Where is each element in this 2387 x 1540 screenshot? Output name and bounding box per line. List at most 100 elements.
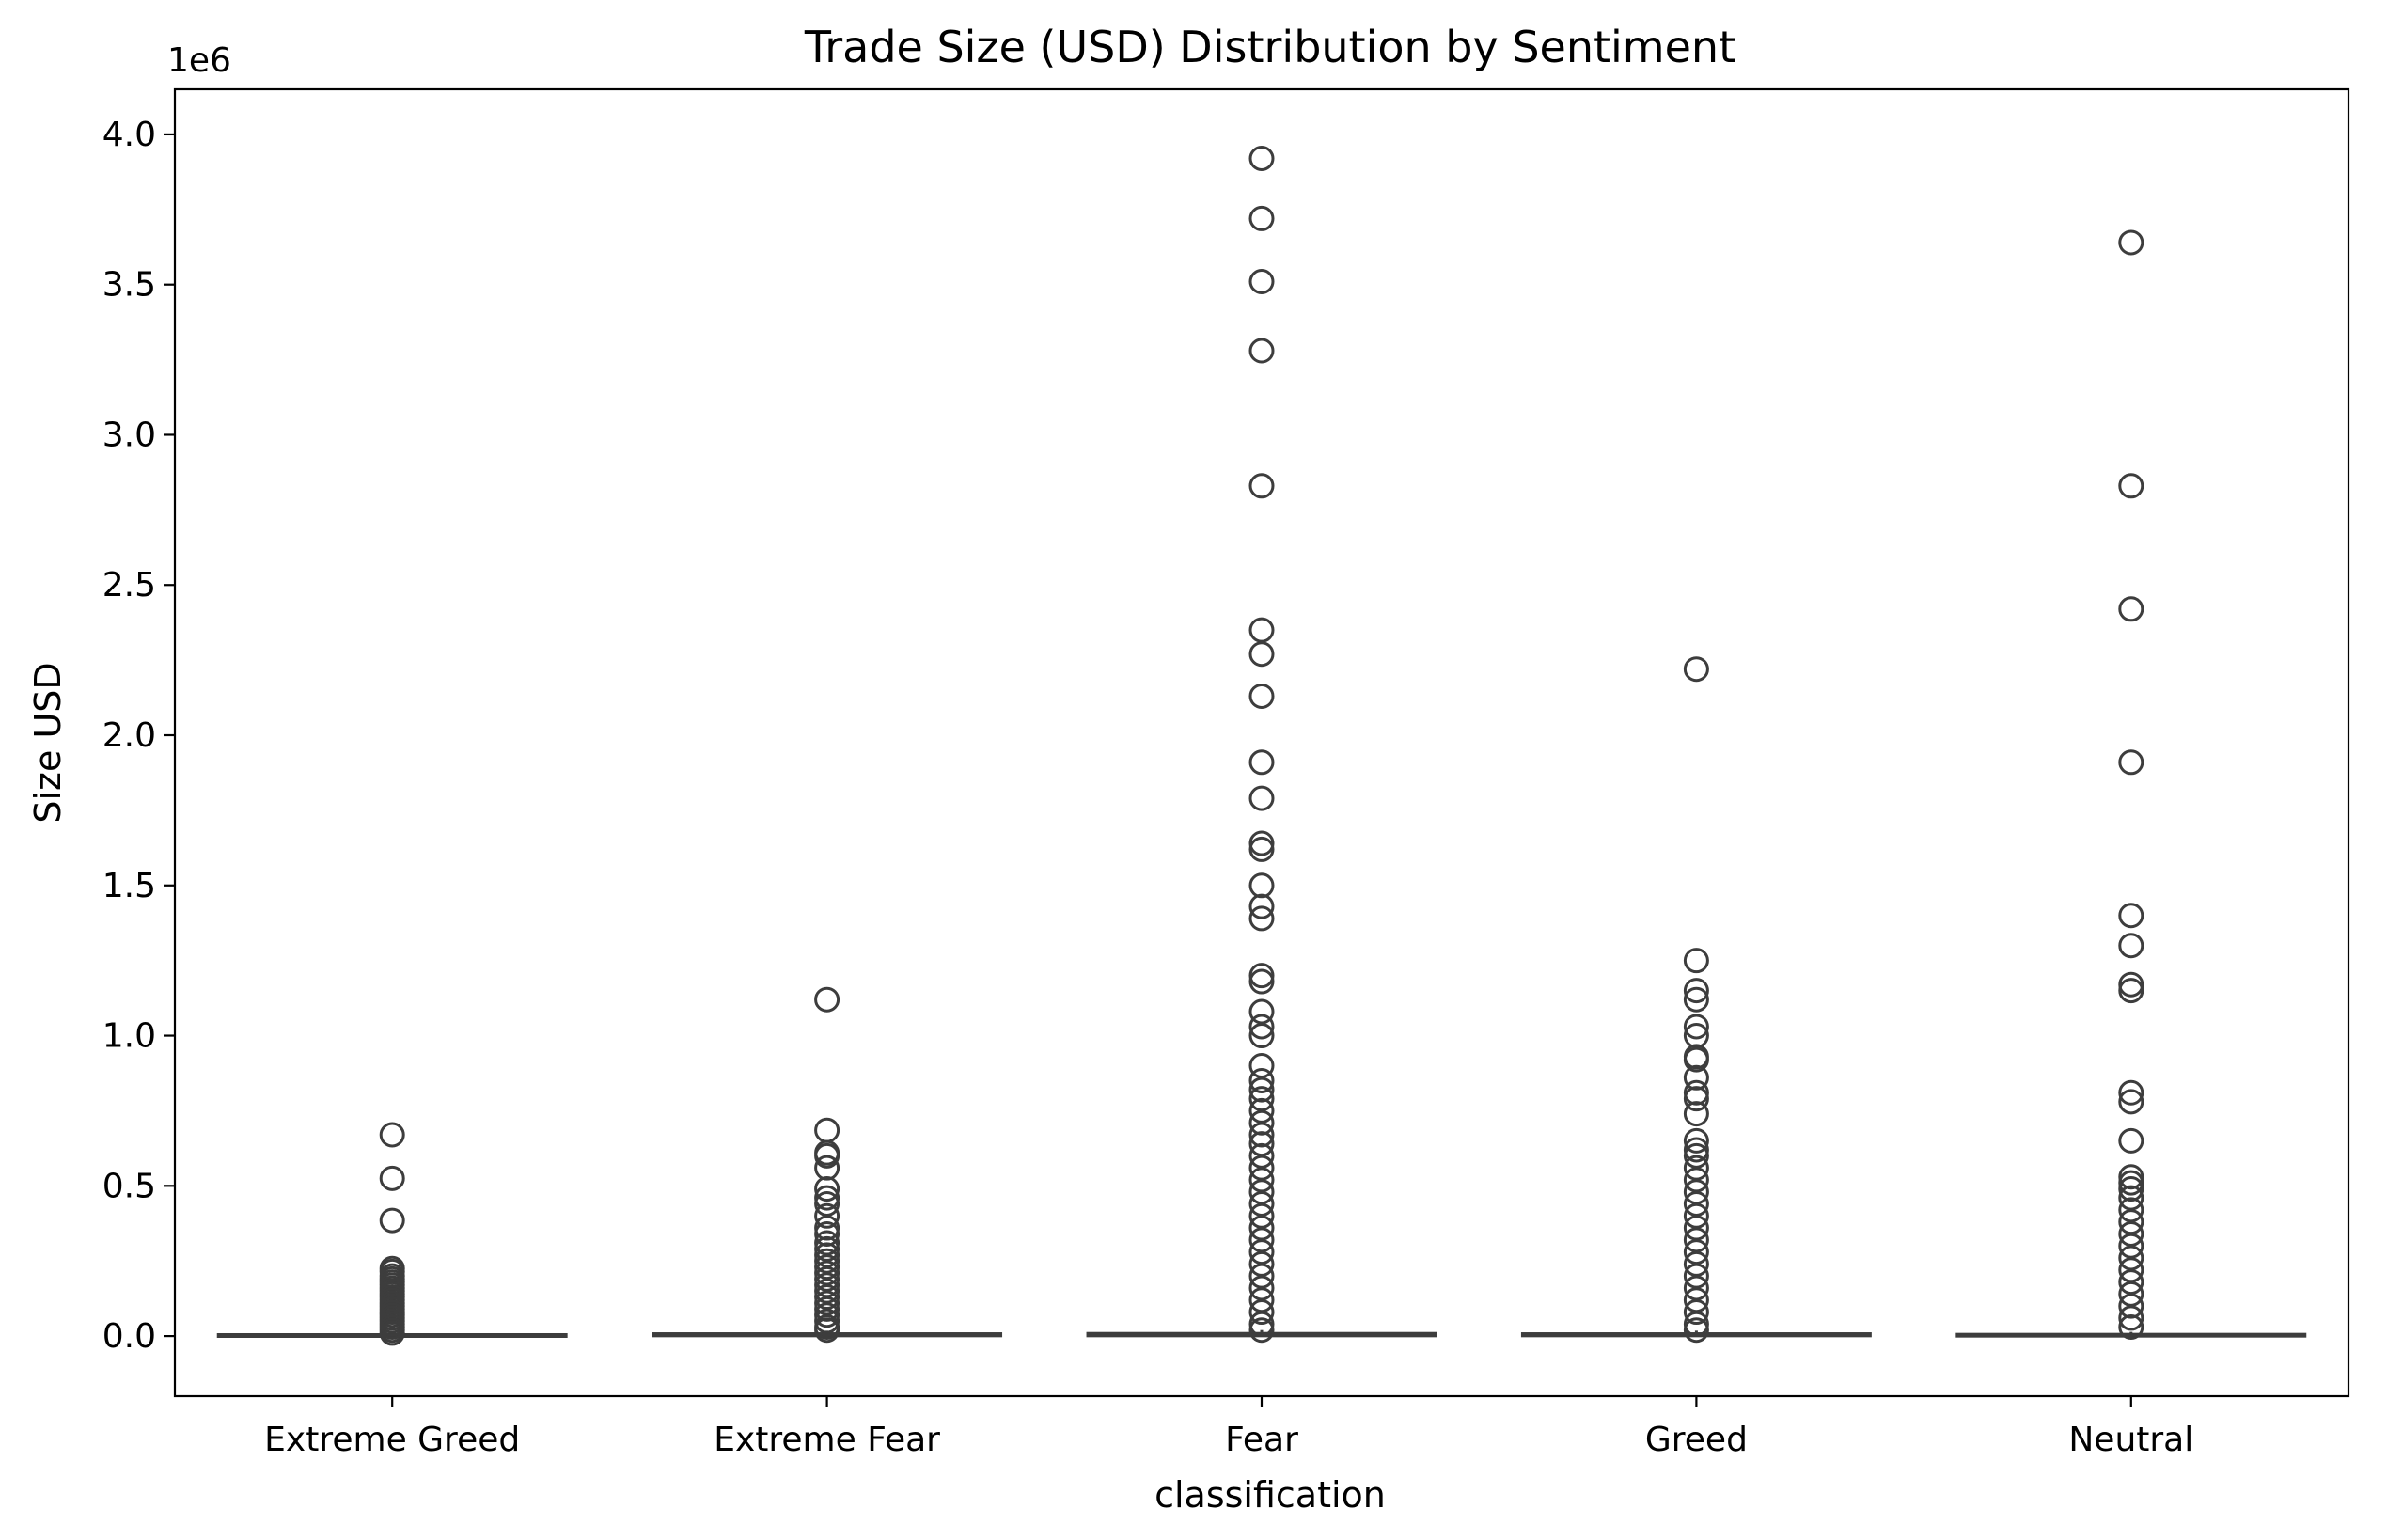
outlier-point [1248,1097,1275,1124]
outlier-point [1248,473,1275,499]
outlier-point [2118,229,2144,256]
outlier-point [2118,1170,2144,1196]
outlier-point [1683,1127,1709,1154]
outlier-point [1248,872,1275,899]
outlier-point [814,1230,840,1256]
outlier-point [814,1142,840,1169]
outlier-point [1683,978,1709,1004]
outlier-point [814,1235,840,1262]
outlier-point [1248,145,1275,171]
x-tick-label: Fear [1225,1421,1298,1459]
outlier-point [1248,1067,1275,1093]
outlier-point [1248,1317,1275,1344]
outlier-point [2118,1281,2144,1307]
outlier-point [2118,749,2144,776]
outlier-point [1683,1215,1709,1241]
y-axis: 0.0 0.5 1.0 1.5 2.0 2.5 3.0 3.5 4.0 [102,116,175,1356]
outlier-point [2118,1220,2144,1247]
outlier-point [1683,1275,1709,1301]
outlier-point [814,1278,840,1304]
outlier-point [814,1220,840,1247]
outlier-point [2118,1127,2144,1154]
x-tick-label: Extreme Greed [264,1421,520,1459]
outlier-point [814,1272,840,1298]
x-axis-label: classification [1154,1474,1386,1516]
y-tick-label: 4.0 [102,116,156,154]
outlier-point [814,1117,840,1143]
outlier-point [1248,1250,1275,1277]
outlier-point [2118,1176,2144,1202]
outlier-point [1683,1155,1709,1181]
outlier-point [1683,1202,1709,1229]
box-group [216,1122,568,1346]
outlier-point [1683,1142,1709,1169]
outlier-point [1248,1239,1275,1265]
y-tick-label: 1.0 [102,1017,156,1056]
outlier-point [1248,1179,1275,1205]
box-group [1955,229,2307,1341]
outlier-point [1248,1053,1275,1079]
outlier-point [1248,998,1275,1025]
outlier-point [814,1202,840,1229]
outlier-point [814,1296,840,1322]
outlier-point [814,1254,840,1281]
x-tick-label: Neutral [2068,1421,2193,1459]
outlier-point [814,1176,840,1202]
outlier-point [2118,903,2144,929]
outlier-point [1248,1086,1275,1112]
outlier-point [2118,1269,2144,1296]
outlier-point [1248,1131,1275,1157]
outlier-point [814,1248,840,1274]
outlier-point [1683,1064,1709,1091]
outlier-point [1248,1023,1275,1049]
outlier-point [1683,1190,1709,1217]
outlier-point [1248,905,1275,932]
outlier-point [1248,1215,1275,1241]
outlier-point [379,1320,405,1346]
outlier-point [1248,683,1275,709]
outlier-point [2118,596,2144,622]
outlier-point [814,1155,840,1181]
outlier-point [2118,1245,2144,1271]
outlier-point [1683,656,1709,683]
outlier-point [1248,1142,1275,1169]
outlier-point [1248,1076,1275,1103]
outlier-point [2118,1257,2144,1283]
outlier-point [2118,971,2144,998]
outlier-point [1683,986,1709,1013]
outlier-point [1248,1190,1275,1217]
outlier-point [1683,1227,1709,1253]
outlier-point [814,1317,840,1344]
outlier-point [2118,1089,2144,1115]
y-axis-label: Size USD [27,662,69,823]
outlier-point [2118,1079,2144,1106]
outlier-point [379,1207,405,1234]
outlier-point [814,1290,840,1316]
outlier-point [1248,1263,1275,1289]
outlier-point [1248,893,1275,919]
outlier-point [1683,1079,1709,1106]
outlier-point [1248,836,1275,862]
outlier-point [1248,1122,1275,1148]
outlier-point [814,1215,840,1241]
outlier-point [1248,1155,1275,1181]
outlier-point [814,1185,840,1211]
x-tick-label: Greed [1645,1421,1748,1459]
plot-area [216,145,2307,1346]
outlier-point [1248,785,1275,811]
outlier-point [814,986,840,1013]
outlier-point [1683,1287,1709,1313]
outlier-point [814,1284,840,1311]
outlier-point [814,1242,840,1268]
outlier-point [379,1165,405,1191]
outlier-point [1248,1299,1275,1326]
outlier-point [2118,473,2144,499]
outlier-point [814,1302,840,1328]
outlier-point [1248,1109,1275,1136]
y-tick-label: 3.0 [102,416,156,454]
outlier-point [1683,1167,1709,1193]
y-tick-label: 0.5 [102,1167,156,1205]
y-tick-label: 1.5 [102,867,156,905]
outlier-point [1683,1014,1709,1040]
